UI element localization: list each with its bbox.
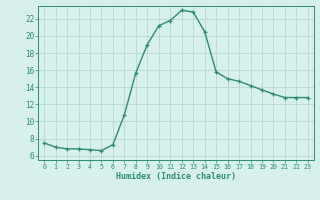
X-axis label: Humidex (Indice chaleur): Humidex (Indice chaleur)	[116, 172, 236, 181]
